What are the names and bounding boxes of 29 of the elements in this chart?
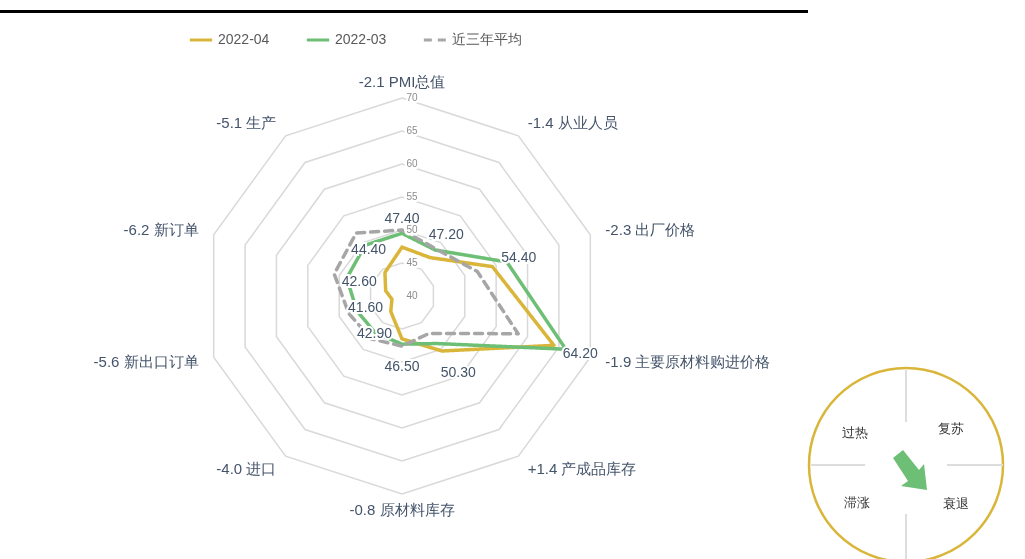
- data-label: 47.20: [428, 226, 464, 243]
- legend-label: 近三年平均: [452, 31, 522, 47]
- spoke-label: -0.8 原材料库存: [349, 500, 455, 518]
- data-label: 64.20: [562, 344, 598, 361]
- y-tick-label: 40: [406, 290, 418, 301]
- y-tick-label: 60: [406, 158, 418, 169]
- y-tick-label: 45: [406, 257, 418, 268]
- y-tick-label: 70: [406, 92, 418, 103]
- spoke-label: -4.0 进口: [216, 460, 277, 477]
- data-label: 50.30: [440, 364, 476, 381]
- data-label: 54.40: [501, 249, 537, 266]
- spoke-label: -5.1 生产: [216, 114, 277, 131]
- spoke-label: -6.2 新订单: [123, 220, 199, 238]
- spoke-label: -5.6 新出口订单: [93, 353, 199, 371]
- y-tick-label: 50: [406, 224, 418, 235]
- data-label: 46.50: [384, 357, 420, 374]
- legend-label: 2022-04: [218, 31, 270, 47]
- spoke-label: -2.1 PMI总值: [358, 73, 446, 91]
- spoke-label: +1.4 产成品库存: [527, 460, 637, 477]
- text: 复苏: [938, 420, 964, 438]
- spoke-label: -2.3 出厂价格: [605, 220, 696, 238]
- legend-label: 2022-03: [335, 31, 387, 47]
- y-tick-label: 65: [406, 125, 418, 136]
- spoke-label: -1.4 从业人员: [527, 114, 618, 131]
- text: 滞涨: [844, 494, 870, 512]
- text: 衰退: [943, 495, 969, 513]
- text: 过热: [842, 424, 868, 442]
- spoke-label: -1.9 主要原材料购进价格: [605, 353, 771, 371]
- y-tick-label: 55: [406, 191, 418, 202]
